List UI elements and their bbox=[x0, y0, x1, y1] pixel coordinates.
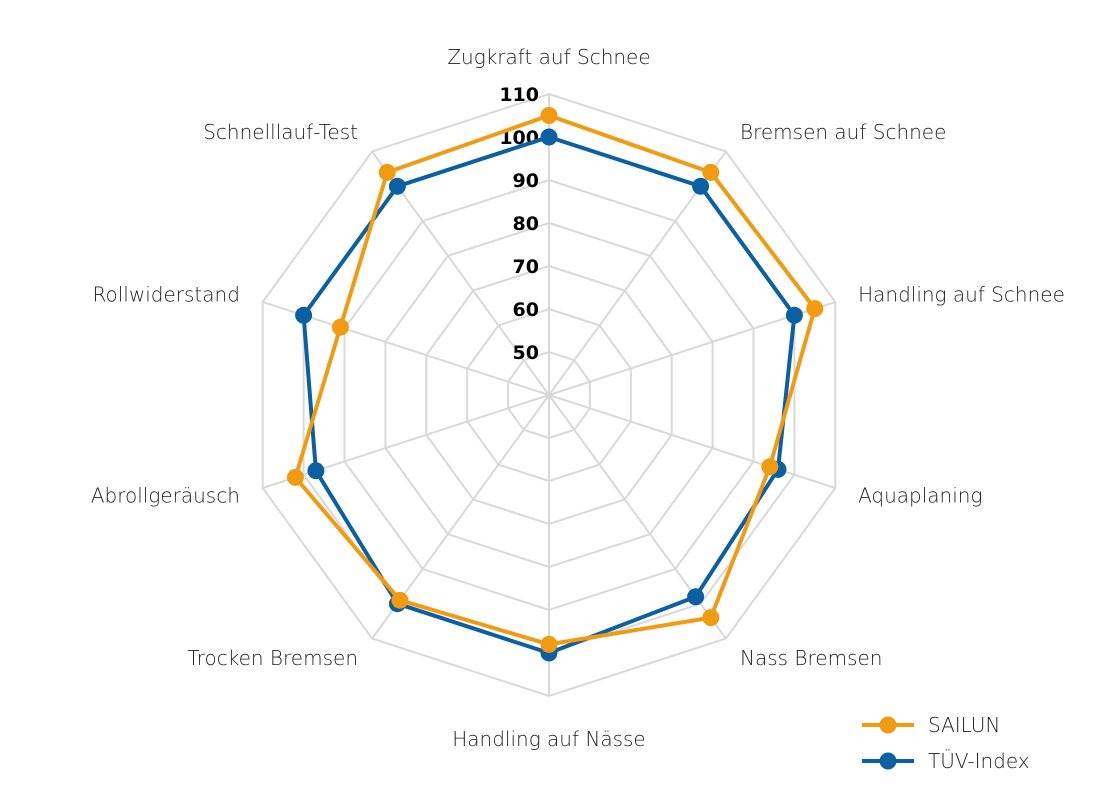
data-point-tuev-index-zugkraft-auf-schnee bbox=[540, 128, 558, 146]
grid-spoke-aquaplaning bbox=[548, 394, 836, 489]
radial-tick-label-80: 80 bbox=[513, 213, 539, 235]
data-point-tuev-index-rollwiderstand bbox=[295, 306, 313, 324]
series-sailun bbox=[286, 107, 824, 653]
legend-label-tuev-index: TÜV-Index bbox=[928, 749, 1030, 773]
data-point-sailun-aquaplaning bbox=[761, 458, 779, 476]
category-label-abrollgeraeusch: Abrollgeräusch bbox=[91, 483, 240, 507]
category-label-layer: Zugkraft auf Schnee Bremsen auf Schnee Han… bbox=[91, 45, 1065, 751]
radial-tick-label-60: 60 bbox=[513, 299, 539, 321]
legend-item-sailun: SAILUN bbox=[862, 713, 1000, 737]
radial-tick-label-110: 110 bbox=[499, 84, 539, 106]
radial-tick-label-70: 70 bbox=[513, 256, 539, 278]
data-point-sailun-schnelllauf-test bbox=[378, 163, 396, 181]
data-point-sailun-bremsen-auf-schnee bbox=[702, 163, 720, 181]
category-label-bremsen-auf-schnee: Bremsen auf Schnee bbox=[740, 120, 946, 144]
category-label-aquaplaning: Aquaplaning bbox=[858, 483, 982, 507]
category-label-handling-auf-schnee: Handling auf Schnee bbox=[858, 283, 1065, 307]
data-point-tuev-index-schnelllauf-test bbox=[388, 177, 406, 195]
data-point-sailun-abrollgeraeusch bbox=[286, 468, 304, 486]
data-point-sailun-trocken-bremsen bbox=[391, 591, 409, 609]
radial-tick-label-90: 90 bbox=[513, 170, 539, 192]
legend-item-tuev-index: TÜV-Index bbox=[862, 749, 1030, 773]
category-label-trocken-bremsen: Trocken Bremsen bbox=[187, 646, 358, 670]
data-point-sailun-nass-bremsen bbox=[702, 609, 720, 627]
legend: SAILUN TÜV-Index bbox=[862, 713, 1030, 773]
category-label-rollwiderstand: Rollwiderstand bbox=[93, 283, 240, 307]
data-point-tuev-index-handling-auf-schnee bbox=[785, 306, 803, 324]
data-point-sailun-handling-auf-schnee bbox=[806, 300, 824, 318]
data-point-tuev-index-abrollgeraeusch bbox=[307, 462, 325, 480]
series-layer bbox=[286, 107, 824, 662]
category-label-nass-bremsen: Nass Bremsen bbox=[740, 646, 882, 670]
data-point-sailun-handling-auf-naesse bbox=[540, 635, 558, 653]
radial-tick-label-50: 50 bbox=[513, 342, 539, 364]
legend-marker-tuev-index bbox=[879, 752, 897, 770]
legend-label-sailun: SAILUN bbox=[928, 713, 1000, 737]
category-label-zugkraft-auf-schnee: Zugkraft auf Schnee bbox=[447, 45, 650, 69]
grid-layer bbox=[261, 92, 837, 698]
data-point-sailun-rollwiderstand bbox=[331, 318, 349, 336]
data-point-tuev-index-bremsen-auf-schnee bbox=[692, 177, 710, 195]
data-point-tuev-index-nass-bremsen bbox=[687, 588, 705, 606]
data-point-sailun-zugkraft-auf-schnee bbox=[540, 107, 558, 124]
category-label-handling-auf-naesse: Handling auf Nässe bbox=[452, 727, 646, 751]
category-label-schnelllauf-test: Schnelllauf-Test bbox=[203, 120, 358, 144]
legend-marker-sailun bbox=[879, 716, 897, 734]
